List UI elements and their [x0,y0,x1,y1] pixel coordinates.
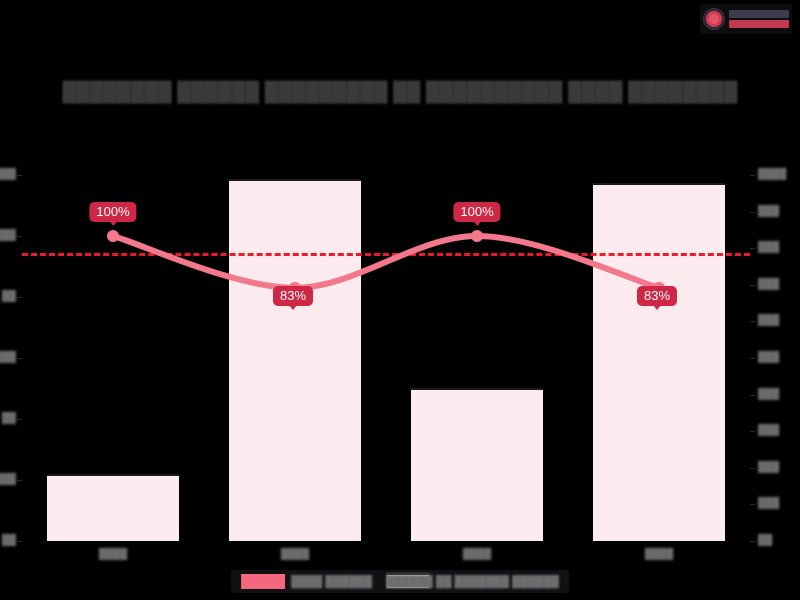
line-series-layer [107,230,665,294]
x-tick-4: ████ [644,549,674,560]
y-tick-mark [750,321,755,323]
y-tick-right-4: ███ [758,278,780,290]
y-tick-mark [17,541,22,542]
y-tick-mark [750,394,755,396]
y-tick-mark [750,504,755,506]
legend-label-1: ████ ██████ [291,575,373,588]
y-tick-right-11: ██ [758,535,773,546]
y-tick-mark [17,297,22,298]
y-tick-mark [17,358,22,359]
y-tick-left-3: ██ [1,291,16,302]
legend-item-1[interactable]: ████ ██████ [241,574,372,589]
y-tick-right-2: ███ [758,205,780,217]
y-tick-mark [750,211,755,213]
legend-label-2: ██████ ██ ███████ ██████ [386,575,559,588]
y-tick-mark [750,541,755,542]
y-tick-mark [17,480,22,481]
y-tick-mark [750,431,755,433]
y-tick-mark [17,419,22,420]
bar-2[interactable] [229,181,361,541]
data-label-2: 83% [272,285,314,310]
chart-title: ████████ ██████ █████████ ██ ██████████ … [62,82,738,103]
y-tick-mark [17,175,22,176]
y-tick-left-4: ███ [0,352,16,363]
y-tick-mark [17,236,22,237]
line-marker-1[interactable] [107,230,119,242]
logo-wordmark: ███████ ████████ [729,10,789,28]
y-tick-right-9: ███ [758,461,780,473]
logo-line-2: ████████ [729,20,789,28]
y-tick-right-5: ███ [758,315,780,327]
y-tick-mark [750,248,755,250]
y-tick-left-7: ██ [1,535,16,546]
x-tick-2: ████ [280,549,310,560]
x-tick-1: ████ [98,549,128,560]
y-tick-mark [750,175,755,176]
legend-item-2[interactable]: ██████ ██ ███████ ██████ [386,574,559,589]
data-label-1: 100% [89,202,137,226]
y-tick-right-6: ███ [758,352,780,363]
y-tick-right-1: ████ [758,169,787,180]
legend-swatch-line [241,574,286,589]
bar-4[interactable] [593,184,725,541]
data-label-3: 100% [453,202,501,226]
bar-3[interactable] [411,389,543,541]
bar-1[interactable] [47,476,179,541]
y-tick-mark [750,358,755,359]
line-series-path [110,233,662,291]
brand-logo: ███████ ████████ [700,4,792,34]
y-tick-right-3: ███ [758,242,780,254]
line-marker-3[interactable] [471,230,483,242]
y-tick-right-7: ███ [758,388,780,400]
y-tick-left-2: ███ [0,230,16,241]
y-tick-right-8: ███ [758,425,780,437]
chart-legend: ████ ██████ ██████ ██ ███████ ██████ [231,570,569,593]
chart-plot-area: 100% 83% 100% 83% ██ ██ ██ ██ ██ ██ ██ ████ ███ ███… [0,169,786,560]
y-tick-mark [750,467,755,469]
y-tick-left-5: ██ [1,413,16,424]
data-label-4: 83% [636,285,678,310]
logo-line-1: ███████ [729,10,789,18]
y-tick-left-6: ███ [0,474,16,485]
threshold-line [22,252,750,256]
x-tick-3: ████ [462,549,492,560]
y-tick-mark [750,284,755,286]
y-tick-right-10: ███ [758,498,780,510]
logo-circle-icon [703,8,725,30]
legend-swatch-bar [386,574,431,589]
y-tick-left-1: ███ [0,169,16,180]
